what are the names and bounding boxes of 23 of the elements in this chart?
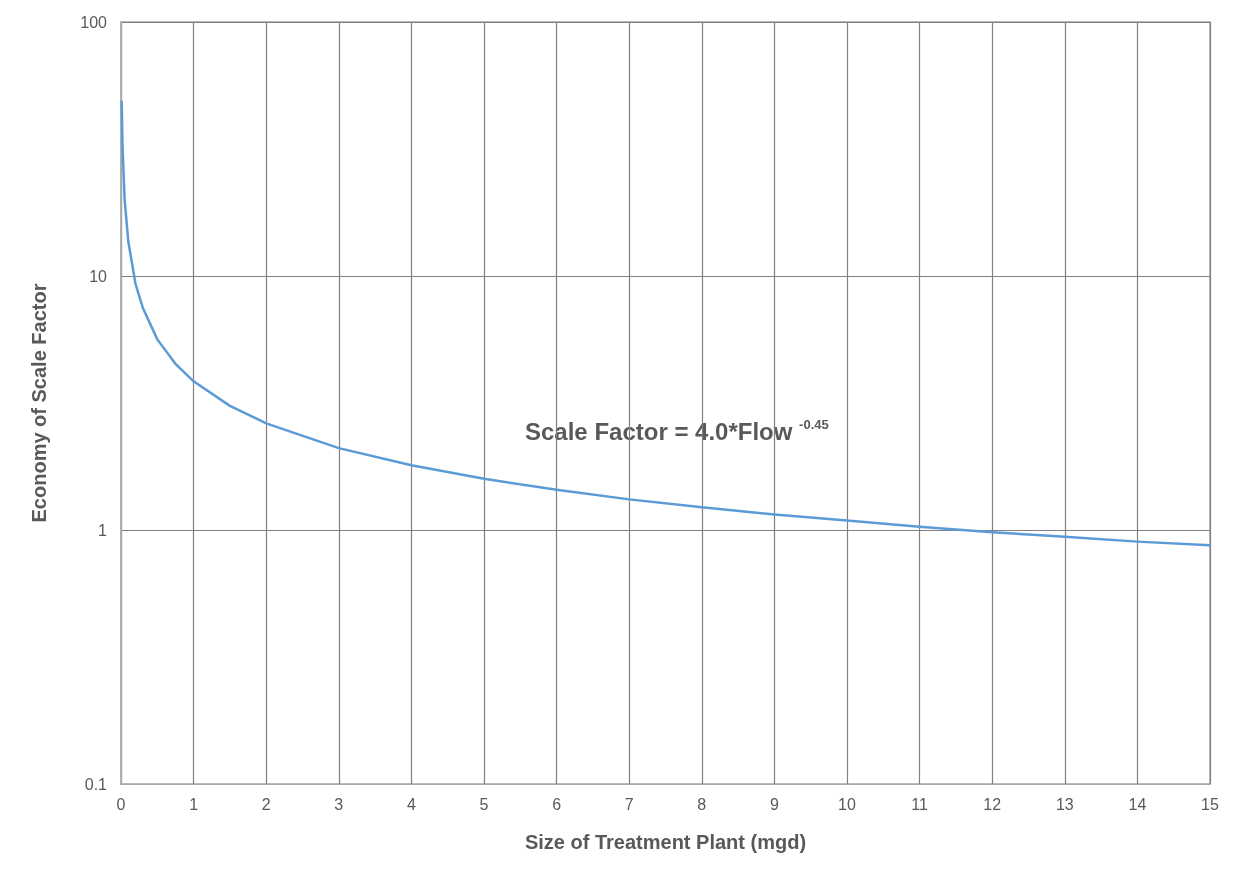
x-tick-label: 6	[552, 795, 562, 813]
x-tick-label: 9	[769, 795, 779, 813]
y-axis-title: Economy of Scale Factor	[28, 283, 50, 523]
line-series	[120, 100, 1212, 547]
x-tick-label: 5	[479, 795, 489, 813]
y-tick-label: 100	[80, 13, 108, 31]
x-tick-label: 14	[1128, 795, 1147, 813]
y-tick-label: 0.1	[84, 775, 108, 793]
x-tick-label: 0	[116, 795, 126, 813]
x-tick-label: 12	[983, 795, 1002, 813]
x-tick-label: 7	[624, 795, 634, 813]
x-tick-label: 4	[406, 795, 416, 813]
x-tick-label: 3	[334, 795, 344, 813]
y-tick-label: 10	[89, 267, 108, 285]
y-tick-label: 1	[98, 521, 108, 539]
x-tick-label: 2	[261, 795, 271, 813]
x-tick-label: 10	[838, 795, 856, 813]
x-axis-title: Size of Treatment Plant (mgd)	[524, 831, 807, 853]
x-tick-label: 1	[189, 795, 199, 813]
x-tick-label: 11	[911, 795, 929, 813]
x-tick-label: 15	[1201, 795, 1219, 813]
x-tick-label: 8	[697, 795, 707, 813]
x-tick-label: 13	[1055, 795, 1074, 813]
